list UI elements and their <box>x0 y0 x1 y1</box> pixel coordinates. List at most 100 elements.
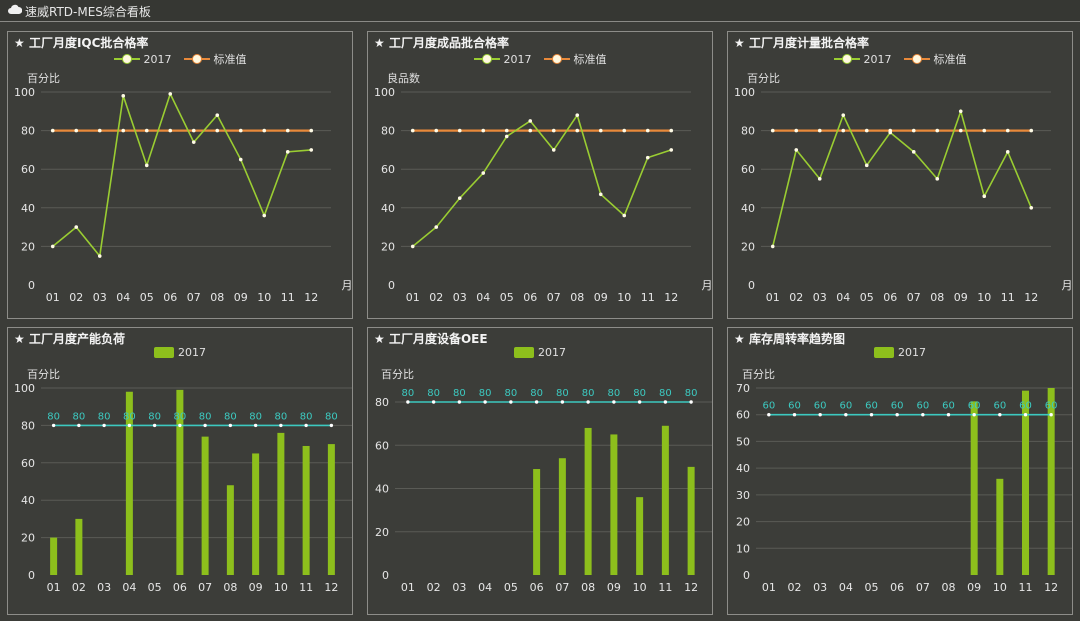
legend-line-marker <box>183 54 210 64</box>
legend-item[interactable]: 2017 <box>113 53 172 66</box>
data-point <box>770 244 775 249</box>
chart-title-text: 工厂月度产能负荷 <box>28 332 125 346</box>
data-point <box>817 177 822 181</box>
x-tick-label: 02 <box>429 291 443 304</box>
reference-point <box>279 423 283 428</box>
x-tick-label: 11 <box>658 581 672 594</box>
x-axis-label: 月 <box>1062 279 1073 292</box>
reference-point <box>102 423 106 428</box>
x-tick-label: 06 <box>173 581 187 594</box>
reference-label: 80 <box>325 411 338 422</box>
x-tick-label: 12 <box>324 581 338 594</box>
chart-panel: ★ 工厂月度成品批合格率 2017 标准值 良品数 0 20 40 60 80 100 01 02 03… <box>367 31 713 319</box>
reference-point <box>1049 413 1053 417</box>
data-point <box>551 128 556 133</box>
data-point <box>1029 206 1034 210</box>
legend-bar-marker <box>874 347 894 358</box>
reference-label: 60 <box>788 401 801 412</box>
x-tick-label: 07 <box>187 291 201 304</box>
legend-item[interactable]: 2017 <box>833 53 892 66</box>
x-tick-label: 07 <box>547 291 561 304</box>
y-tick-label: 60 <box>375 439 389 452</box>
bar <box>302 445 310 575</box>
legend-item[interactable]: 标准值 <box>903 51 967 67</box>
legend-item[interactable]: 2017 <box>154 346 206 359</box>
legend-label: 标准值 <box>933 53 967 66</box>
y-tick-label: 20 <box>375 526 389 539</box>
data-point <box>911 150 916 154</box>
bar <box>201 436 209 575</box>
reference-point <box>972 413 976 417</box>
legend: 2017 <box>8 346 352 361</box>
reference-point <box>1023 413 1028 417</box>
legend-line-marker <box>113 54 140 64</box>
reference-label: 80 <box>479 388 492 399</box>
y-tick-label: 0 <box>748 279 755 292</box>
data-point <box>528 119 533 123</box>
x-tick-label: 03 <box>813 581 827 594</box>
x-tick-label: 02 <box>427 581 441 594</box>
x-tick-label: 11 <box>299 581 313 594</box>
legend-label: 标准值 <box>213 53 247 66</box>
app-header: 速威RTD-MES综合看板 <box>0 0 1080 22</box>
reference-point <box>534 400 539 404</box>
legend-item[interactable]: 2017 <box>473 53 532 66</box>
legend-label: 2017 <box>538 346 566 359</box>
y-tick-label: 80 <box>21 125 35 138</box>
chart-panel: ★ 工厂月度IQC批合格率 2017 标准值 百分比 0 20 40 60 80 100 01 02 0… <box>7 31 353 319</box>
reference-point <box>663 400 668 404</box>
chart-plot: 0 20 40 60 80 100 01 02 03 04 05 06 07 08 09 10 11 12 月 <box>734 86 1073 304</box>
data-point <box>262 213 267 218</box>
x-tick-label: 01 <box>762 581 776 594</box>
legend-item[interactable]: 标准值 <box>183 51 247 67</box>
data-point <box>935 177 940 181</box>
data-point <box>121 128 126 133</box>
y-tick-label: 20 <box>741 240 755 253</box>
chart-plot: 0 10 20 30 40 50 60 70 01 02 03 04 05 06 07 08 09 10 11 12 6… <box>736 382 1072 594</box>
reference-label: 60 <box>968 401 981 412</box>
reference-point <box>844 413 848 417</box>
x-tick-label: 11 <box>1019 581 1033 594</box>
reference-label: 80 <box>98 411 111 422</box>
bar <box>327 444 335 575</box>
x-tick-label: 07 <box>916 581 930 594</box>
legend: 2017 <box>728 346 1072 361</box>
reference-label: 60 <box>891 401 904 412</box>
legend-item[interactable]: 2017 <box>514 346 566 359</box>
reference-label: 80 <box>174 411 187 422</box>
reference-point <box>329 423 334 428</box>
x-tick-label: 09 <box>594 291 608 304</box>
reference-point <box>253 423 258 428</box>
data-point <box>770 128 775 133</box>
data-point <box>669 148 674 152</box>
reference-label: 80 <box>582 388 595 399</box>
x-tick-label: 09 <box>234 291 248 304</box>
chart-title: ★ 工厂月度产能负荷 <box>14 330 125 347</box>
data-point <box>982 128 987 133</box>
legend-item[interactable]: 标准值 <box>543 51 607 67</box>
x-tick-label: 02 <box>789 291 803 304</box>
app-title: 速威RTD-MES综合看板 <box>25 5 151 19</box>
data-point <box>262 128 267 133</box>
reference-point <box>178 423 182 428</box>
data-point <box>238 128 243 133</box>
bar <box>226 485 234 575</box>
y-tick-label: 60 <box>736 409 750 422</box>
reference-label: 80 <box>73 411 86 422</box>
legend-label: 2017 <box>898 346 926 359</box>
reference-point <box>792 413 797 417</box>
legend-item[interactable]: 2017 <box>874 346 926 359</box>
y-tick-label: 30 <box>736 489 750 502</box>
x-tick-label: 01 <box>766 291 780 304</box>
y-tick-label: 10 <box>736 542 750 555</box>
data-point <box>528 128 533 133</box>
y-tick-label: 0 <box>28 279 35 292</box>
chart-plot: 0 20 40 60 80 01 02 03 04 05 06 07 08 09 10 11 12 80 80 80 8… <box>375 388 712 594</box>
data-point <box>285 128 290 133</box>
data-point <box>285 150 290 154</box>
legend: 2017 <box>368 346 712 361</box>
reference-label: 60 <box>839 401 852 412</box>
reference-point <box>998 413 1002 417</box>
legend-line-marker <box>833 54 860 64</box>
data-point <box>1005 150 1010 154</box>
